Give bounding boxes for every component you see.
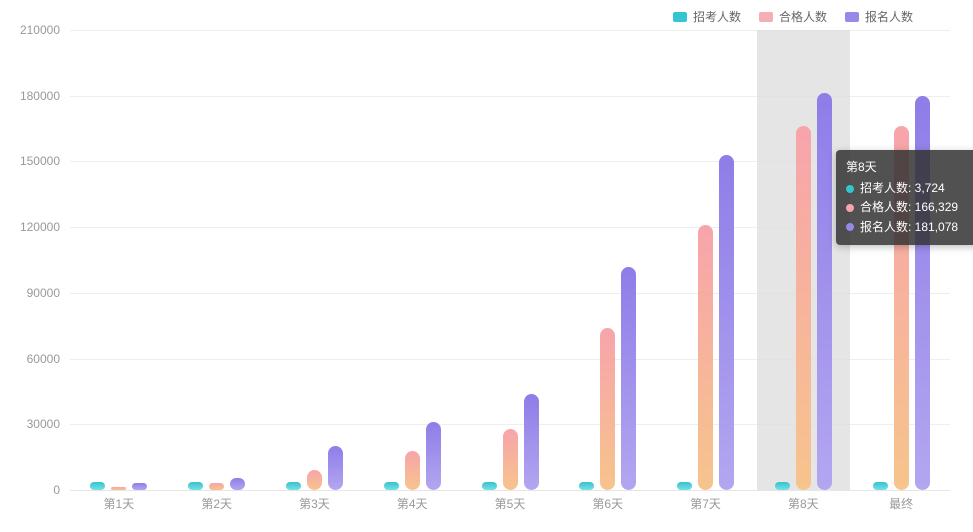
y-tick-label: 90000 <box>27 286 60 300</box>
y-tick-label: 150000 <box>20 154 60 168</box>
bar-hege[interactable] <box>503 429 518 490</box>
x-tick-label: 第5天 <box>495 495 526 512</box>
legend-item-baoming[interactable]: 报名人数 <box>845 8 913 25</box>
legend-swatch-icon <box>759 12 773 22</box>
bar-zhaokao[interactable] <box>482 482 497 490</box>
tooltip-row: 报名人数: 181,078 <box>846 218 973 237</box>
y-tick-label: 120000 <box>20 220 60 234</box>
bar-zhaokao[interactable] <box>188 482 203 490</box>
x-tick-label: 第7天 <box>690 495 721 512</box>
bar-hege[interactable] <box>307 470 322 490</box>
bar-baoming[interactable] <box>132 483 147 490</box>
bar-hege[interactable] <box>111 487 126 490</box>
y-tick-label: 180000 <box>20 89 60 103</box>
x-tick-label: 第3天 <box>299 495 330 512</box>
x-tick-label: 第4天 <box>397 495 428 512</box>
legend-swatch-icon <box>845 12 859 22</box>
bar-zhaokao[interactable] <box>579 482 594 490</box>
y-tick-label: 210000 <box>20 23 60 37</box>
bar-baoming[interactable] <box>817 93 832 490</box>
bar-zhaokao[interactable] <box>286 482 301 490</box>
bar-hege[interactable] <box>796 126 811 490</box>
bar-hege[interactable] <box>405 451 420 490</box>
legend-item-hege[interactable]: 合格人数 <box>759 8 827 25</box>
tooltip-row: 招考人数: 3,724 <box>846 179 973 198</box>
tooltip: 第8天 招考人数: 3,724 合格人数: 166,329 报名人数: 181,… <box>836 150 973 245</box>
y-tick-label: 30000 <box>27 417 60 431</box>
x-tick-label: 第2天 <box>201 495 232 512</box>
bar-baoming[interactable] <box>426 422 441 490</box>
tooltip-row: 合格人数: 166,329 <box>846 198 973 217</box>
bar-zhaokao[interactable] <box>775 482 790 490</box>
y-tick-label: 0 <box>53 483 60 497</box>
tooltip-label: 报名人数: 181,078 <box>860 218 958 237</box>
bar-hege[interactable] <box>600 328 615 490</box>
bar-zhaokao[interactable] <box>384 482 399 490</box>
bar-baoming[interactable] <box>328 446 343 490</box>
bar-baoming[interactable] <box>524 394 539 490</box>
tooltip-label: 合格人数: 166,329 <box>860 198 958 217</box>
bar-zhaokao[interactable] <box>90 482 105 490</box>
plot-area[interactable]: 0300006000090000120000150000180000210000… <box>70 30 950 491</box>
tooltip-dot-icon <box>846 204 854 212</box>
legend-label: 报名人数 <box>865 8 913 25</box>
bar-baoming[interactable] <box>719 155 734 490</box>
bar-baoming[interactable] <box>230 478 245 490</box>
x-tick-label: 第6天 <box>592 495 623 512</box>
legend-swatch-icon <box>673 12 687 22</box>
legend-item-zhaokao[interactable]: 招考人数 <box>673 8 741 25</box>
tooltip-label: 招考人数: 3,724 <box>860 179 945 198</box>
bar-hege[interactable] <box>209 483 224 490</box>
tooltip-dot-icon <box>846 223 854 231</box>
bar-zhaokao[interactable] <box>873 482 888 490</box>
x-tick-label: 第8天 <box>788 495 819 512</box>
bar-baoming[interactable] <box>621 267 636 490</box>
y-tick-label: 60000 <box>27 352 60 366</box>
bar-chart: 招考人数 合格人数 报名人数 0300006000090000120000150… <box>0 0 973 532</box>
tooltip-title: 第8天 <box>846 158 973 177</box>
x-tick-label: 最终 <box>889 495 913 512</box>
legend: 招考人数 合格人数 报名人数 <box>673 8 913 25</box>
bar-hege[interactable] <box>698 225 713 490</box>
legend-label: 招考人数 <box>693 8 741 25</box>
x-tick-label: 第1天 <box>104 495 135 512</box>
legend-label: 合格人数 <box>779 8 827 25</box>
tooltip-dot-icon <box>846 185 854 193</box>
bar-zhaokao[interactable] <box>677 482 692 490</box>
